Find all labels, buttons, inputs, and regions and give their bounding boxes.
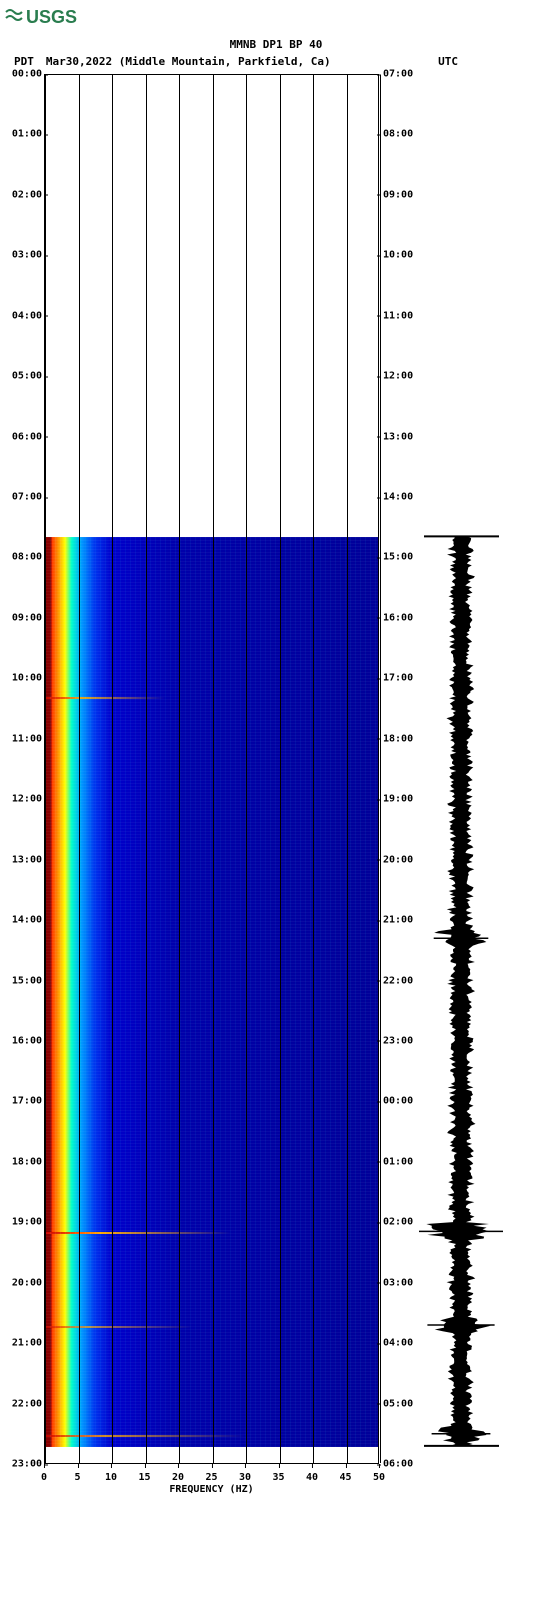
- y-right-tick: 04:00: [383, 1338, 413, 1349]
- y-right-tick: 05:00: [383, 1398, 413, 1409]
- y-left-tick: 19:00: [12, 1217, 42, 1228]
- y-right-tick: 09:00: [383, 189, 413, 200]
- y-left-tick: 15:00: [12, 975, 42, 986]
- y-left-tick: 18:00: [12, 1156, 42, 1167]
- y-right-tick: 03:00: [383, 1277, 413, 1288]
- x-tick: 40: [306, 1472, 318, 1483]
- x-tick: 35: [272, 1472, 284, 1483]
- y-left-tick: 03:00: [12, 250, 42, 261]
- y-right-tick: 08:00: [383, 129, 413, 140]
- y-left-tick: 04:00: [12, 310, 42, 321]
- y-left-tick: 23:00: [12, 1459, 42, 1470]
- y-right-tick: 18:00: [383, 733, 413, 744]
- y-left-tick: 01:00: [12, 129, 42, 140]
- y-left-tick: 02:00: [12, 189, 42, 200]
- y-axis-right: 07:0008:0009:0010:0011:0012:0013:0014:00…: [379, 74, 419, 1464]
- y-right-tick: 10:00: [383, 250, 413, 261]
- y-left-tick: 09:00: [12, 612, 42, 623]
- spectrogram-plot: [44, 74, 379, 1464]
- y-right-tick: 21:00: [383, 915, 413, 926]
- y-left-tick: 22:00: [12, 1398, 42, 1409]
- y-left-tick: 06:00: [12, 431, 42, 442]
- usgs-logo: USGS: [4, 6, 548, 30]
- y-right-tick: 12:00: [383, 371, 413, 382]
- y-left-tick: 00:00: [12, 69, 42, 80]
- y-right-tick: 02:00: [383, 1217, 413, 1228]
- y-right-tick: 16:00: [383, 612, 413, 623]
- y-right-tick: 22:00: [383, 975, 413, 986]
- y-right-tick: 01:00: [383, 1156, 413, 1167]
- x-tick: 25: [205, 1472, 217, 1483]
- svg-text:USGS: USGS: [26, 7, 77, 26]
- x-axis-frequency: FREQUENCY (HZ) 05101520253035404550: [44, 1464, 379, 1494]
- x-tick: 10: [105, 1472, 117, 1483]
- y-left-tick: 07:00: [12, 492, 42, 503]
- tz-right-label: UTC: [438, 55, 458, 68]
- y-left-tick: 05:00: [12, 371, 42, 382]
- y-right-tick: 00:00: [383, 1096, 413, 1107]
- y-left-tick: 11:00: [12, 733, 42, 744]
- waveform-polygon: [426, 536, 490, 1446]
- x-tick: 15: [138, 1472, 150, 1483]
- y-left-tick: 16:00: [12, 1035, 42, 1046]
- y-right-tick: 20:00: [383, 854, 413, 865]
- x-tick: 50: [373, 1472, 385, 1483]
- y-right-tick: 15:00: [383, 552, 413, 563]
- y-left-tick: 14:00: [12, 915, 42, 926]
- date-location: Mar30,2022 (Middle Mountain, Parkfield, …: [46, 55, 331, 68]
- x-tick: 20: [172, 1472, 184, 1483]
- y-left-tick: 17:00: [12, 1096, 42, 1107]
- y-left-tick: 21:00: [12, 1338, 42, 1349]
- chart-title: MMNB DP1 BP 40: [4, 38, 548, 51]
- chart-subheader: PDT Mar30,2022 (Middle Mountain, Parkfie…: [4, 55, 548, 68]
- y-left-tick: 08:00: [12, 552, 42, 563]
- x-tick: 5: [74, 1472, 80, 1483]
- y-left-tick: 12:00: [12, 794, 42, 805]
- y-left-tick: 13:00: [12, 854, 42, 865]
- y-right-tick: 23:00: [383, 1035, 413, 1046]
- y-left-tick: 20:00: [12, 1277, 42, 1288]
- tz-left-label: PDT: [14, 55, 34, 68]
- x-tick: 30: [239, 1472, 251, 1483]
- waveform-trace: [419, 74, 504, 1464]
- y-right-tick: 06:00: [383, 1459, 413, 1470]
- y-right-tick: 17:00: [383, 673, 413, 684]
- y-right-tick: 14:00: [383, 492, 413, 503]
- y-right-tick: 19:00: [383, 794, 413, 805]
- spectrogram-data: [45, 537, 378, 1447]
- y-right-tick: 11:00: [383, 310, 413, 321]
- main-plot-area: 00:00 01:00 02:00 03:00 04:00 05:00 06:00 07:00…: [4, 74, 548, 1464]
- y-axis-left: 00:0001:0002:0003:0004:0005:0006:0007:00…: [4, 74, 44, 1464]
- x-axis-label: FREQUENCY (HZ): [169, 1484, 253, 1495]
- spectrogram-noise: [45, 537, 378, 1447]
- y-left-tick: 10:00: [12, 673, 42, 684]
- y-right-tick: 13:00: [383, 431, 413, 442]
- y-right-tick: 07:00: [383, 69, 413, 80]
- x-tick: 45: [339, 1472, 351, 1483]
- waveform-svg: [419, 74, 504, 1464]
- x-tick: 0: [41, 1472, 47, 1483]
